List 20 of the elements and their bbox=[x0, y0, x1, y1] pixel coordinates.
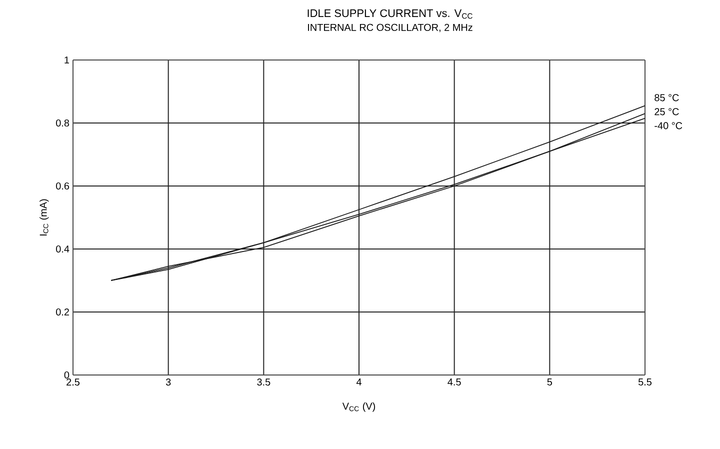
x-tick-label: 2.5 bbox=[66, 378, 80, 386]
x-tick-label: 3.5 bbox=[257, 378, 270, 386]
y-tick-label: 0.8 bbox=[56, 119, 70, 127]
x-tick-label: 3 bbox=[166, 378, 171, 386]
x-tick-label: 5 bbox=[547, 378, 552, 386]
x-tick-label: 4.5 bbox=[448, 378, 461, 386]
chart-subtitle: INTERNAL RC OSCILLATOR, 2 MHz bbox=[308, 24, 472, 32]
y-tick-label: 1 bbox=[64, 56, 70, 64]
y-axis-title: I$_{CC}$ (mA) bbox=[40, 199, 49, 236]
x-tick-label: 5.5 bbox=[638, 378, 652, 386]
y-tick-label: 0 bbox=[64, 371, 70, 379]
x-axis-title: V$_{CC}$ (V) bbox=[342, 402, 376, 412]
x-tick-label: 4 bbox=[356, 378, 362, 386]
y-tick-label: 0.4 bbox=[56, 245, 70, 253]
y-tick-label: 0.2 bbox=[56, 308, 69, 316]
series-label: -40 °C bbox=[654, 122, 682, 130]
y-tick-label: 0.6 bbox=[56, 182, 70, 190]
chart-title: IDLE SUPPLY CURRENT vs. V$_{CC}$ bbox=[308, 9, 472, 19]
series-label: 25 °C bbox=[654, 108, 679, 116]
series-label: 85 °C bbox=[654, 94, 679, 102]
